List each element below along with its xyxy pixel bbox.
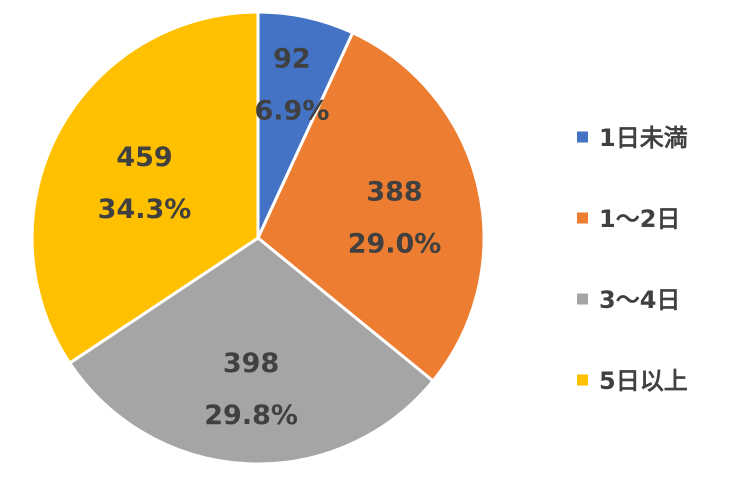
pie-slice-2 [256, 30, 486, 384]
legend-swatch [577, 212, 588, 224]
legend-swatch [577, 293, 588, 305]
slice-percent-label: 29.8% [204, 400, 298, 431]
pie-slice-3 [67, 236, 436, 466]
pie-slices [30, 10, 486, 466]
slice-percent-label: 6.9% [254, 95, 329, 126]
legend-label: 1日未満 [599, 124, 688, 152]
legend: 1日未満 1〜2日 3〜4日 5日以上 [577, 124, 688, 395]
legend-swatch [577, 131, 588, 143]
slice-percent-label: 34.3% [98, 194, 192, 225]
slice-value-label: 459 [116, 142, 172, 173]
slice-value-label: 388 [366, 176, 422, 207]
data-labels: 92 6.9% 388 29.0% 398 29.8% 459 34.3% [98, 43, 442, 430]
slice-value-label: 92 [273, 43, 311, 74]
legend-label: 3〜4日 [599, 286, 680, 314]
slice-percent-label: 29.0% [348, 228, 442, 259]
slice-value-label: 398 [223, 348, 279, 379]
pie-slice-4 [30, 10, 260, 366]
legend-label: 1〜2日 [599, 205, 680, 233]
legend-label: 5日以上 [599, 367, 688, 395]
legend-swatch [577, 374, 588, 386]
